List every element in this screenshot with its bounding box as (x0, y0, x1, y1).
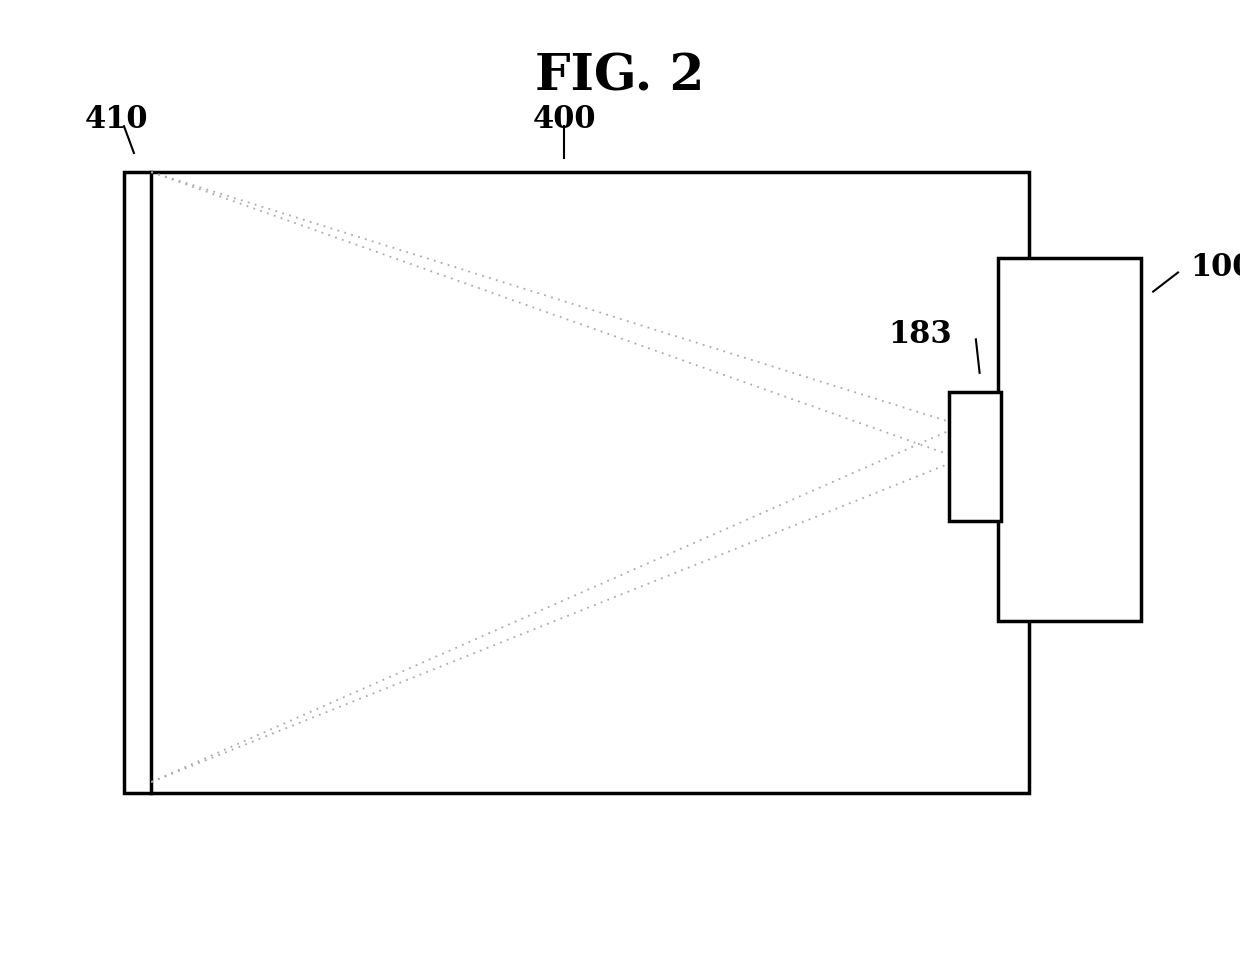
Text: FIG. 2: FIG. 2 (536, 53, 704, 101)
Text: 400: 400 (532, 104, 596, 135)
Text: 183: 183 (889, 319, 952, 350)
Text: 410: 410 (84, 104, 148, 135)
Bar (949, 392, 1001, 521)
Text: 100: 100 (1190, 252, 1240, 283)
Bar (998, 258, 1141, 621)
Bar (124, 172, 1029, 793)
